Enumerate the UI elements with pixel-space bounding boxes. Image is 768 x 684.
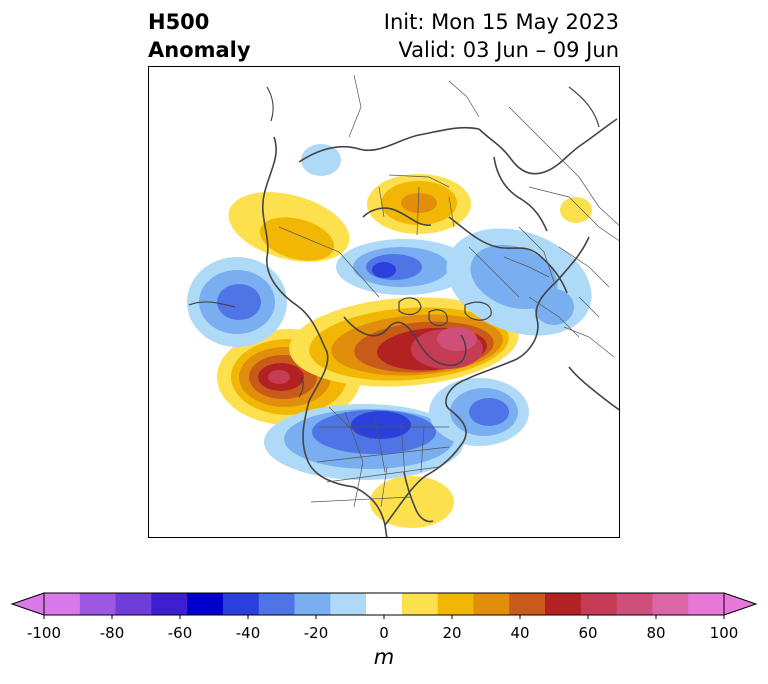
colorbar-tick-label: -80 — [99, 624, 125, 642]
colorbar-segment — [545, 593, 582, 615]
anomaly-map — [148, 66, 620, 538]
init-date: Init: Mon 15 May 2023 — [383, 10, 619, 34]
colorbar-segment — [330, 593, 367, 615]
colorbar-segment — [187, 593, 224, 615]
colorbar-segment — [79, 593, 117, 615]
colorbar-tick-label: 60 — [578, 624, 598, 642]
islands — [188, 86, 600, 398]
colorbar-segment — [509, 593, 546, 615]
colorbar-segment — [437, 593, 474, 615]
colorbar-tick-label: 80 — [646, 624, 666, 642]
positive-anomaly-yukon-alaska — [228, 192, 350, 262]
colorbar-unit: m — [373, 645, 395, 669]
anomaly-map-svg — [187, 74, 619, 537]
colorbar-tick-label: -40 — [235, 624, 261, 642]
colorbar-over-arrow — [723, 592, 758, 616]
positive-anomaly-ural — [560, 197, 592, 223]
title-line-1: H500 — [148, 10, 210, 34]
colorbar-tick-label: 0 — [379, 624, 389, 642]
colorbar-segment — [652, 593, 689, 615]
colorbar-segment — [222, 593, 260, 615]
colorbar-segment — [115, 593, 152, 615]
valid-period: Valid: 03 Jun – 09 Jun — [398, 38, 619, 62]
colorbar-segment — [401, 593, 439, 615]
colorbar-segment — [580, 593, 618, 615]
colorbar-tick-label: 20 — [442, 624, 462, 642]
negative-anomaly-central-us — [264, 404, 464, 480]
negative-anomaly-northern-europe — [446, 228, 592, 336]
colorbar-tick-label: 40 — [510, 624, 530, 642]
colorbar-segment — [616, 593, 653, 615]
coastlines — [262, 118, 619, 537]
colorbar-tick-label: -60 — [167, 624, 193, 642]
colorbar-segment — [44, 593, 81, 615]
positive-anomaly-eastern-canada — [289, 297, 519, 387]
negative-anomaly-bering-sea — [187, 257, 287, 347]
negative-anomaly-western-atlantic — [429, 378, 529, 446]
colorbar-segment — [688, 593, 725, 615]
colorbar-segment — [294, 593, 331, 615]
colorbar-segment — [473, 593, 510, 615]
title-line-2: Anomaly — [148, 38, 251, 62]
colorbar-segment — [151, 593, 188, 615]
negative-anomaly-arctic-ocean — [336, 239, 472, 295]
colorbar-segment — [258, 593, 296, 615]
date-info: Init: Mon 15 May 2023 Valid: 03 Jun – 09… — [384, 8, 619, 64]
anomaly-shading — [187, 144, 592, 528]
colorbar-tick-label: -100 — [26, 624, 62, 642]
map-title: H500 Anomaly — [148, 8, 251, 64]
colorbar-under-arrow — [10, 592, 45, 616]
colorbar — [10, 590, 758, 624]
negative-anomaly-east-asia — [301, 144, 341, 176]
colorbar-segment — [366, 593, 403, 615]
colorbar-tick-label: -20 — [303, 624, 329, 642]
political-borders — [278, 74, 619, 508]
positive-anomaly-central-siberia — [367, 174, 471, 234]
colorbar-tick-label: 100 — [709, 624, 739, 642]
colorbar-svg — [10, 592, 758, 619]
